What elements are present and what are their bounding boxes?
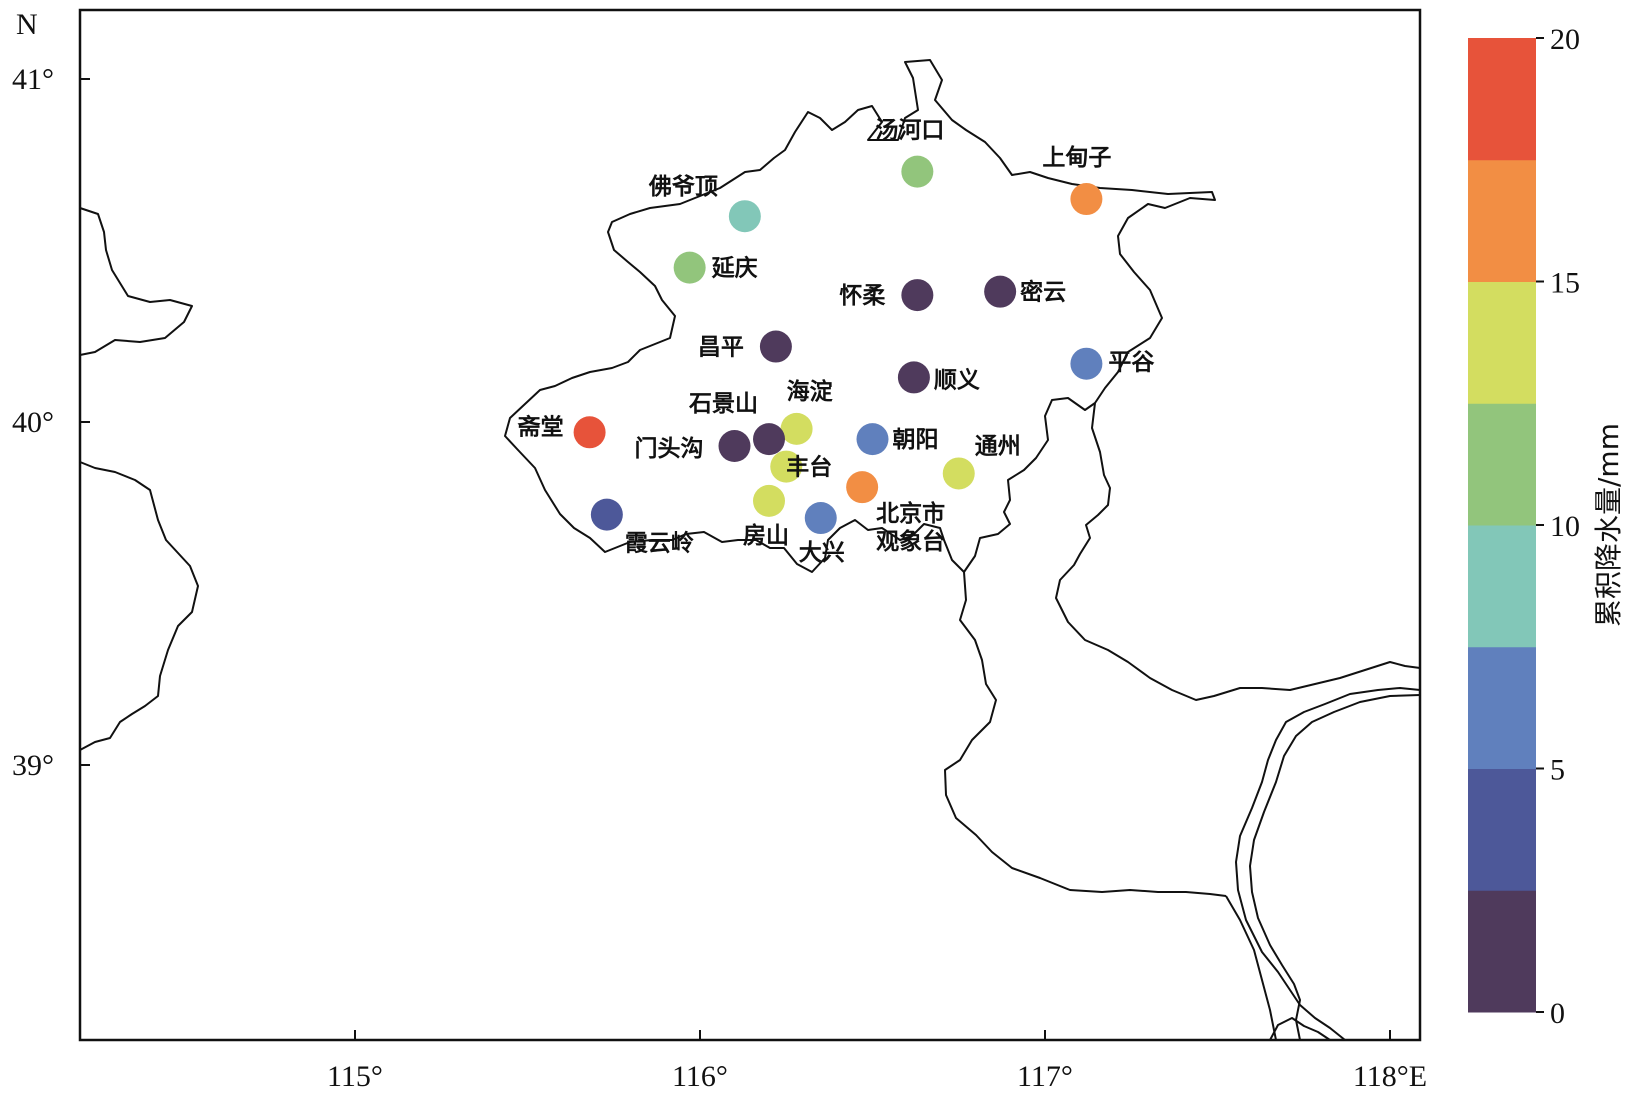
station-marker — [770, 450, 803, 483]
station-label: 朝阳 — [893, 427, 939, 453]
station-marker — [753, 423, 785, 456]
south-boundary — [944, 571, 1227, 897]
station-marker — [901, 155, 934, 188]
colorbar-tick-label: 0 — [1550, 997, 1565, 1030]
station-marker — [942, 457, 975, 490]
station-label: 观象台 — [876, 528, 945, 555]
station-marker — [673, 251, 706, 284]
station-marker — [590, 498, 623, 531]
lat-tick-label: 40° — [12, 406, 54, 439]
lon-tick-label: 116° — [672, 1060, 728, 1093]
lon-tick-label: 117° — [1017, 1060, 1073, 1093]
beijing-boundary — [504, 59, 1216, 573]
station-label: 上甸子 — [1042, 144, 1111, 171]
colorbar: 0 5 10 15 20 — [1468, 23, 1580, 1030]
colorbar-segment — [1468, 768, 1536, 891]
colorbar-segment — [1468, 38, 1536, 161]
station-label: 北京市 — [876, 500, 945, 527]
colorbar-tick-label: 20 — [1550, 23, 1580, 56]
station-label: 霞云岭 — [625, 530, 694, 557]
colorbar-segment — [1468, 403, 1536, 526]
station-label: 门头沟 — [635, 435, 704, 462]
west-boundary — [79, 207, 193, 356]
station-label: 顺义 — [934, 367, 980, 393]
station-marker — [897, 361, 930, 394]
station-label: 怀柔 — [839, 283, 886, 309]
station-label: 大兴 — [799, 540, 845, 566]
station-label: 斋堂 — [517, 413, 564, 440]
lon-tick-label: 118°E — [1353, 1060, 1427, 1093]
station-label: 通州 — [975, 433, 1021, 459]
station-marker — [728, 200, 761, 233]
station-marker — [856, 423, 889, 456]
station-label: 密云 — [1020, 279, 1066, 306]
station-marker — [753, 484, 785, 517]
tianjin-boundary — [1055, 402, 1421, 701]
station-label: 石景山 — [688, 391, 758, 417]
lon-tick-label: 115° — [327, 1060, 383, 1093]
station-marker — [804, 502, 837, 535]
coastline — [1235, 687, 1421, 1041]
station-label: 海淀 — [787, 378, 834, 405]
station-marker — [984, 275, 1017, 308]
colorbar-title: 累积降水量/mm — [1592, 423, 1625, 627]
colorbar-segment — [1468, 646, 1536, 769]
lat-tick-label: 41° — [12, 63, 54, 96]
southwest-boundary — [79, 461, 199, 751]
station-marker — [780, 412, 813, 445]
station-marker — [1070, 347, 1103, 380]
station-marker — [759, 330, 792, 363]
station-marker — [573, 416, 606, 449]
station-marker — [846, 471, 879, 504]
station-label: 昌平 — [698, 335, 744, 361]
colorbar-tick-label: 5 — [1550, 754, 1565, 787]
boundary-to-coast — [1225, 895, 1277, 1041]
station-label: 汤河口 — [875, 118, 944, 144]
station-marker — [1070, 183, 1103, 216]
coastline-inner — [1249, 694, 1421, 1041]
station-label: 佛爷顶 — [648, 173, 718, 200]
station-marker — [901, 279, 934, 312]
north-label: N — [16, 8, 38, 41]
harbor-outline — [1269, 1017, 1331, 1041]
boundary-lines — [79, 59, 1421, 1041]
station-label: 延庆 — [711, 255, 758, 282]
map-frame — [78, 8, 1422, 1042]
station-marker — [718, 430, 751, 463]
lat-tick-label: 39° — [12, 749, 54, 782]
station-label: 平谷 — [1108, 350, 1155, 376]
colorbar-segment — [1468, 159, 1536, 282]
colorbar-segment — [1468, 890, 1536, 1013]
colorbar-segment — [1468, 525, 1536, 648]
station-label: 丰台 — [786, 454, 832, 481]
colorbar-segment — [1468, 281, 1536, 404]
colorbar-tick-label: 10 — [1550, 510, 1580, 543]
colorbar-tick-label: 15 — [1550, 267, 1580, 300]
axes: 115° 116° 117° 118°E 41° 40° 39° — [12, 63, 1427, 1093]
station-label: 房山 — [743, 522, 789, 549]
